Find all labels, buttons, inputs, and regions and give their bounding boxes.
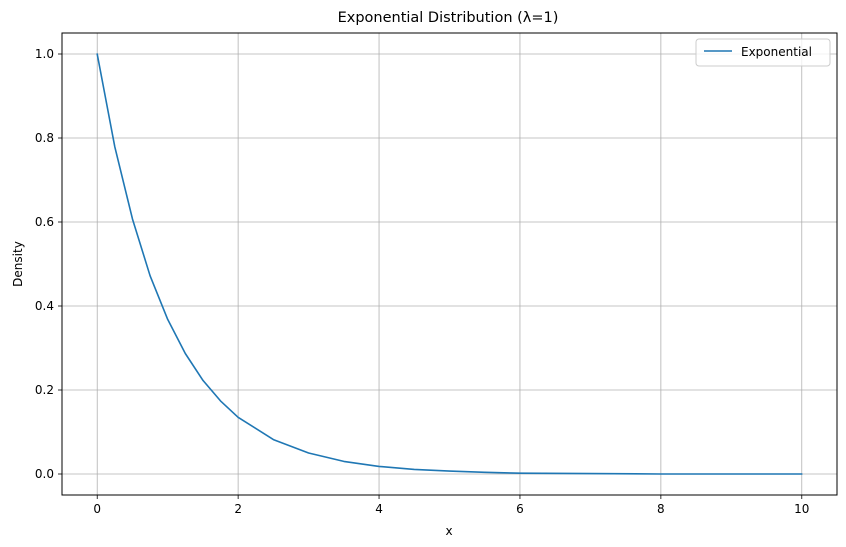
y-tick-label: 1.0: [35, 47, 54, 61]
y-tick-label: 0.0: [35, 467, 54, 481]
x-axis-title: x: [445, 524, 452, 538]
plot-area: [62, 33, 837, 495]
y-tick-label: 0.8: [35, 131, 54, 145]
x-tick-label: 10: [794, 502, 809, 516]
x-tick-label: 2: [234, 502, 242, 516]
y-tick-label: 0.6: [35, 215, 54, 229]
x-tick-label: 0: [93, 502, 101, 516]
y-axis-title: Density: [11, 241, 25, 287]
x-tick-label: 4: [375, 502, 383, 516]
x-tick-label: 8: [657, 502, 665, 516]
y-tick-label: 0.2: [35, 383, 54, 397]
legend-label: Exponential: [741, 45, 812, 59]
x-tick-label: 6: [516, 502, 524, 516]
y-tick-label: 0.4: [35, 299, 54, 313]
legend: Exponential: [696, 39, 830, 66]
chart-title: Exponential Distribution (λ=1): [338, 10, 559, 26]
